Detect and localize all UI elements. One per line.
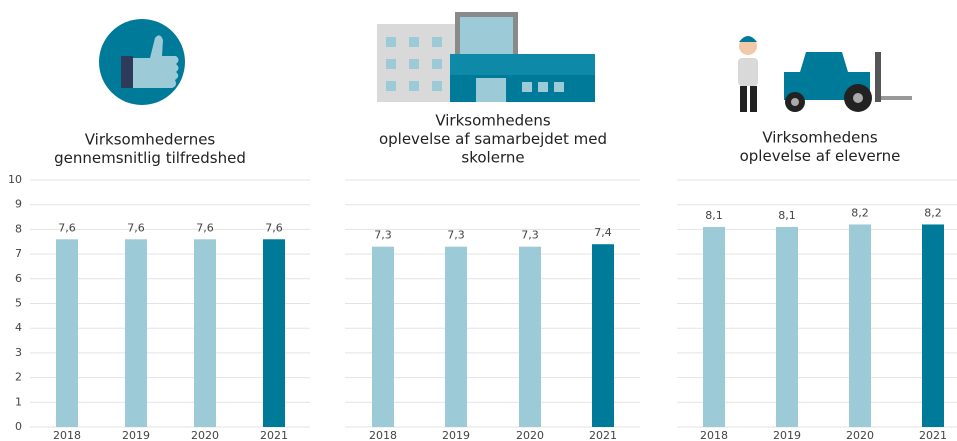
x-tick-label: 2018 xyxy=(53,429,81,441)
value-label: 7,3 xyxy=(447,229,465,242)
y-tick-label: 7 xyxy=(15,247,22,260)
chart-title: Virksomhedens xyxy=(762,129,878,147)
x-tick-label: 2019 xyxy=(442,429,470,441)
value-label: 7,6 xyxy=(58,221,76,234)
value-label: 7,6 xyxy=(265,221,283,234)
x-tick-label: 2020 xyxy=(191,429,219,441)
bar xyxy=(519,246,541,427)
x-tick-label: 2018 xyxy=(369,429,397,441)
value-label: 7,3 xyxy=(374,229,392,242)
bar xyxy=(56,239,78,427)
chart-title: Virksomhedens xyxy=(435,112,551,130)
x-tick-label: 2019 xyxy=(773,429,801,441)
y-tick-label: 8 xyxy=(15,222,22,235)
bar xyxy=(372,246,394,427)
x-tick-label: 2020 xyxy=(846,429,874,441)
y-tick-label: 1 xyxy=(15,395,22,408)
school-icon xyxy=(377,12,595,102)
value-label: 8,1 xyxy=(778,209,796,222)
value-label: 7,3 xyxy=(521,229,539,242)
y-tick-label: 3 xyxy=(15,346,22,359)
y-tick-label: 4 xyxy=(15,321,22,334)
bar xyxy=(125,239,147,427)
bar xyxy=(703,226,725,427)
value-label: 8,2 xyxy=(924,206,942,219)
chart-title: gennemsnitlig tilfredshed xyxy=(54,149,246,167)
bar xyxy=(592,244,614,427)
y-tick-label: 9 xyxy=(15,198,22,211)
y-tick-label: 10 xyxy=(8,173,22,186)
bar xyxy=(445,246,467,427)
worker-forklift-icon xyxy=(738,36,912,112)
value-label: 8,2 xyxy=(851,206,869,219)
x-tick-label: 2021 xyxy=(919,429,947,441)
value-label: 7,4 xyxy=(594,226,612,239)
chart-title: oplevelse af eleverne xyxy=(740,147,901,165)
value-label: 7,6 xyxy=(127,221,145,234)
y-tick-label: 5 xyxy=(15,297,22,310)
bar xyxy=(194,239,216,427)
thumbs-up-icon xyxy=(99,19,185,105)
x-tick-label: 2018 xyxy=(700,429,728,441)
bar xyxy=(776,226,798,427)
chart-title: oplevelse af samarbejdet med xyxy=(379,130,607,148)
bar xyxy=(849,224,871,427)
y-tick-label: 6 xyxy=(15,272,22,285)
x-tick-label: 2021 xyxy=(260,429,288,441)
value-label: 8,1 xyxy=(705,209,723,222)
y-tick-label: 0 xyxy=(15,420,22,433)
x-tick-label: 2020 xyxy=(516,429,544,441)
chart-title: skolerne xyxy=(461,149,524,167)
value-label: 7,6 xyxy=(196,221,214,234)
bar xyxy=(263,239,285,427)
chart-title: Virksomhedernes xyxy=(85,131,216,149)
y-tick-label: 2 xyxy=(15,371,22,384)
bar xyxy=(922,224,944,427)
x-tick-label: 2019 xyxy=(122,429,150,441)
x-tick-label: 2021 xyxy=(589,429,617,441)
